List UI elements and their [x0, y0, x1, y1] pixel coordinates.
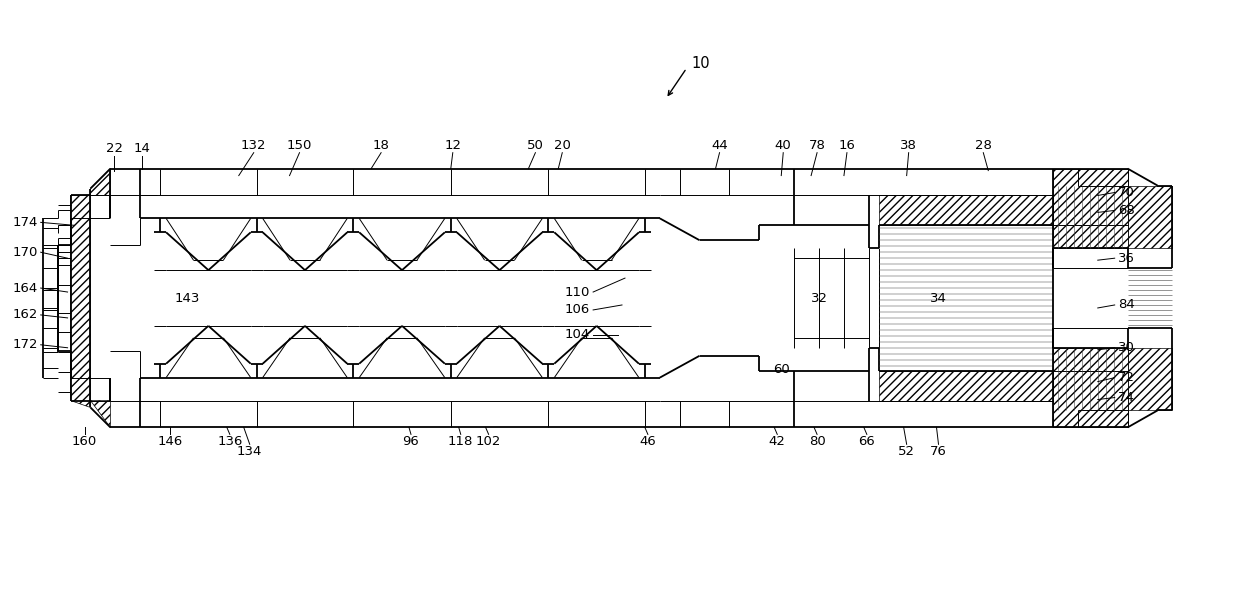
Text: 172: 172 [12, 338, 37, 351]
Text: 38: 38 [900, 139, 918, 152]
Text: 34: 34 [930, 291, 947, 304]
Text: 134: 134 [237, 445, 263, 458]
Text: 70: 70 [1117, 186, 1135, 199]
Text: 52: 52 [898, 445, 915, 458]
Text: 12: 12 [444, 139, 461, 152]
Text: 22: 22 [105, 142, 123, 155]
Text: 136: 136 [217, 435, 243, 448]
Bar [879, 195, 1053, 225]
Bar [1127, 348, 1172, 411]
Text: 66: 66 [858, 435, 875, 448]
Text: 110: 110 [564, 285, 590, 298]
Text: 96: 96 [403, 435, 419, 448]
Text: 18: 18 [373, 139, 389, 152]
Text: 78: 78 [808, 139, 826, 152]
Text: 160: 160 [72, 435, 97, 448]
Text: 50: 50 [527, 139, 544, 152]
Text: 162: 162 [12, 309, 37, 321]
Text: 106: 106 [565, 303, 590, 316]
Text: 44: 44 [712, 139, 728, 152]
Text: 20: 20 [554, 139, 570, 152]
Text: 164: 164 [12, 282, 37, 294]
Text: 80: 80 [808, 435, 826, 448]
Text: 170: 170 [12, 246, 37, 259]
Text: 76: 76 [930, 445, 947, 458]
Text: 146: 146 [157, 435, 182, 448]
Text: 60: 60 [773, 363, 790, 376]
Text: 16: 16 [838, 139, 856, 152]
Text: 150: 150 [286, 139, 312, 152]
Text: 174: 174 [12, 216, 37, 229]
Text: 40: 40 [775, 139, 791, 152]
Text: 14: 14 [134, 142, 151, 155]
Text: 28: 28 [975, 139, 992, 152]
Bar [1053, 348, 1127, 427]
Text: 102: 102 [476, 435, 501, 448]
Text: 132: 132 [241, 139, 267, 152]
Text: 68: 68 [1117, 204, 1135, 217]
Bar [879, 371, 1053, 401]
Text: 84: 84 [1117, 298, 1135, 312]
Text: 143: 143 [175, 291, 200, 304]
Bar [1053, 168, 1127, 248]
Text: 46: 46 [640, 435, 656, 448]
Bar [1127, 186, 1172, 248]
Text: 36: 36 [1117, 252, 1135, 264]
Text: 104: 104 [565, 328, 590, 341]
Text: 42: 42 [769, 435, 786, 448]
Text: 74: 74 [1117, 391, 1135, 404]
Text: 10: 10 [692, 56, 711, 70]
Text: 118: 118 [448, 435, 474, 448]
Text: 32: 32 [811, 291, 827, 304]
Text: 72: 72 [1117, 371, 1135, 384]
Text: 30: 30 [1117, 341, 1135, 354]
